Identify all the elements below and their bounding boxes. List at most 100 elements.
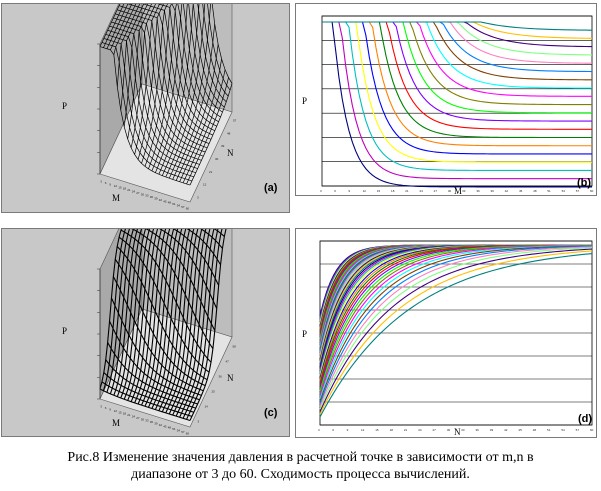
x-tick-label: 42: [505, 189, 509, 193]
y-tick-label: 57: [233, 118, 237, 122]
y-tick-label: 3: [198, 420, 200, 424]
x-tick-label: 45: [519, 189, 523, 193]
surface-mesh-line: [113, 229, 139, 396]
x-tick-label: 48: [168, 426, 172, 430]
x-tick-label: 15: [375, 428, 379, 432]
surface-mesh-line: [182, 4, 221, 118]
x-tick-label: 18: [123, 412, 127, 416]
surface-mesh-line: [155, 4, 188, 173]
y-tick-label: 14: [205, 405, 209, 409]
y-tick-label: 39: [221, 144, 225, 148]
surface-mesh-line: [137, 4, 164, 160]
x-tick-label: 57: [181, 205, 185, 209]
surface-mesh-line: [171, 4, 217, 127]
x-tick-label: 57: [576, 428, 580, 432]
series-line: [322, 21, 593, 163]
series-line: [319, 245, 593, 402]
x-tick-label: 24: [132, 415, 136, 419]
panel-tag: (a): [264, 182, 278, 194]
surface-mesh-line: [200, 229, 223, 249]
x-tick-label: 54: [177, 429, 181, 433]
surface-mesh-line: [165, 229, 199, 414]
surface-mesh-line: [141, 229, 171, 406]
surface-mesh-line: [165, 4, 206, 178]
y-axis-label: N: [227, 148, 234, 158]
x-tick-label: 6: [105, 406, 107, 410]
x-tick-label: 12: [114, 409, 118, 413]
line-chart-b: 3 6 9 12 15 18 21 24 27 30 33 36 39 42 45 48 51 54 57 60 P M(…: [295, 3, 597, 196]
x-tick-label: 30: [141, 417, 145, 421]
x-tick-label: 60: [590, 428, 594, 432]
y-tick-label: 36: [219, 375, 223, 379]
x-tick-label: 51: [547, 189, 551, 193]
x-tick-label: 18: [390, 428, 394, 432]
series-line: [319, 248, 593, 413]
surface-mesh-line: [202, 4, 229, 97]
y-tick-label: 21: [209, 170, 213, 174]
x-tick-label: 42: [159, 423, 163, 427]
x-tick-label: 3: [100, 180, 102, 184]
surface-mesh-line: [110, 4, 133, 50]
x-tick-label: 27: [434, 189, 438, 193]
surface-mesh-line: [189, 83, 233, 186]
x-tick-label: 51: [172, 202, 176, 206]
x-tick-label: 6: [334, 189, 336, 193]
surface-mesh-line: [99, 229, 122, 390]
surface-mesh-line: [151, 229, 183, 409]
series-line: [322, 21, 593, 155]
surface-mesh-line: [182, 229, 219, 419]
x-tick-label: 39: [154, 197, 158, 201]
surface-mesh-line: [99, 4, 121, 47]
x-tick-label: 45: [163, 199, 167, 203]
surface-mesh-line: [134, 4, 160, 155]
x-tick-label: 3: [320, 189, 322, 193]
x-tick-label: 12: [361, 428, 365, 432]
surface-mesh-line: [109, 229, 134, 395]
surface-mesh-line: [186, 77, 229, 185]
x-tick-label: 33: [145, 194, 149, 198]
y-tick-label: 48: [227, 131, 231, 135]
surface-mesh-line: [130, 4, 156, 148]
x-tick-label: 36: [476, 189, 480, 193]
x-tick-label: 18: [391, 189, 395, 193]
surface-mesh-line: [186, 229, 222, 266]
x-tick-label: 27: [136, 416, 140, 420]
x-tick-label: 9: [347, 428, 349, 432]
surface-mesh-line: [116, 4, 141, 88]
surface-mesh-line: [161, 4, 200, 176]
surface-mesh-line: [197, 4, 227, 103]
surface-chart-c: 3 6 9 12 15 18 21 24 27 30 33 36 39 42 45 48 51 54 57 60 3 14…: [1, 228, 290, 437]
x-tick-label: 21: [405, 189, 409, 193]
surface-mesh-line: [106, 4, 129, 49]
x-tick-label: 42: [159, 198, 163, 202]
series-line: [322, 21, 593, 31]
surface-mesh-line: [211, 4, 233, 84]
surface-mesh-line: [130, 229, 159, 402]
x-tick-label: 3: [318, 428, 320, 432]
surface-mesh-line: [123, 229, 151, 400]
x-tick-label: 3: [100, 405, 102, 409]
z-axis-label: P: [62, 326, 67, 336]
surface-mesh-line: [161, 229, 195, 413]
x-tick-label: 33: [145, 419, 149, 423]
surface-mesh-line: [144, 229, 175, 407]
surface-mesh-line: [172, 229, 220, 286]
x-tick-label: 18: [123, 187, 127, 191]
surface-mesh-line: [103, 4, 125, 48]
surface-mesh-line: [168, 229, 203, 415]
x-axis-label: M: [112, 418, 120, 428]
x-tick-label: 12: [114, 184, 118, 188]
x-tick-label: 51: [547, 428, 551, 432]
y-tick-label: 25: [212, 390, 216, 394]
surface-mesh-line: [172, 229, 207, 416]
x-tick-label: 45: [518, 428, 522, 432]
x-tick-label: 60: [186, 206, 190, 210]
surface-mesh-line: [120, 4, 145, 111]
x-tick-label: 45: [163, 424, 167, 428]
x-tick-label: 39: [154, 422, 158, 426]
x-tick-label: 54: [562, 189, 566, 193]
x-tick-label: 6: [105, 181, 107, 185]
x-tick-label: 15: [118, 185, 122, 189]
surface-mesh-line: [177, 4, 219, 122]
surface-mesh-line: [179, 229, 215, 418]
